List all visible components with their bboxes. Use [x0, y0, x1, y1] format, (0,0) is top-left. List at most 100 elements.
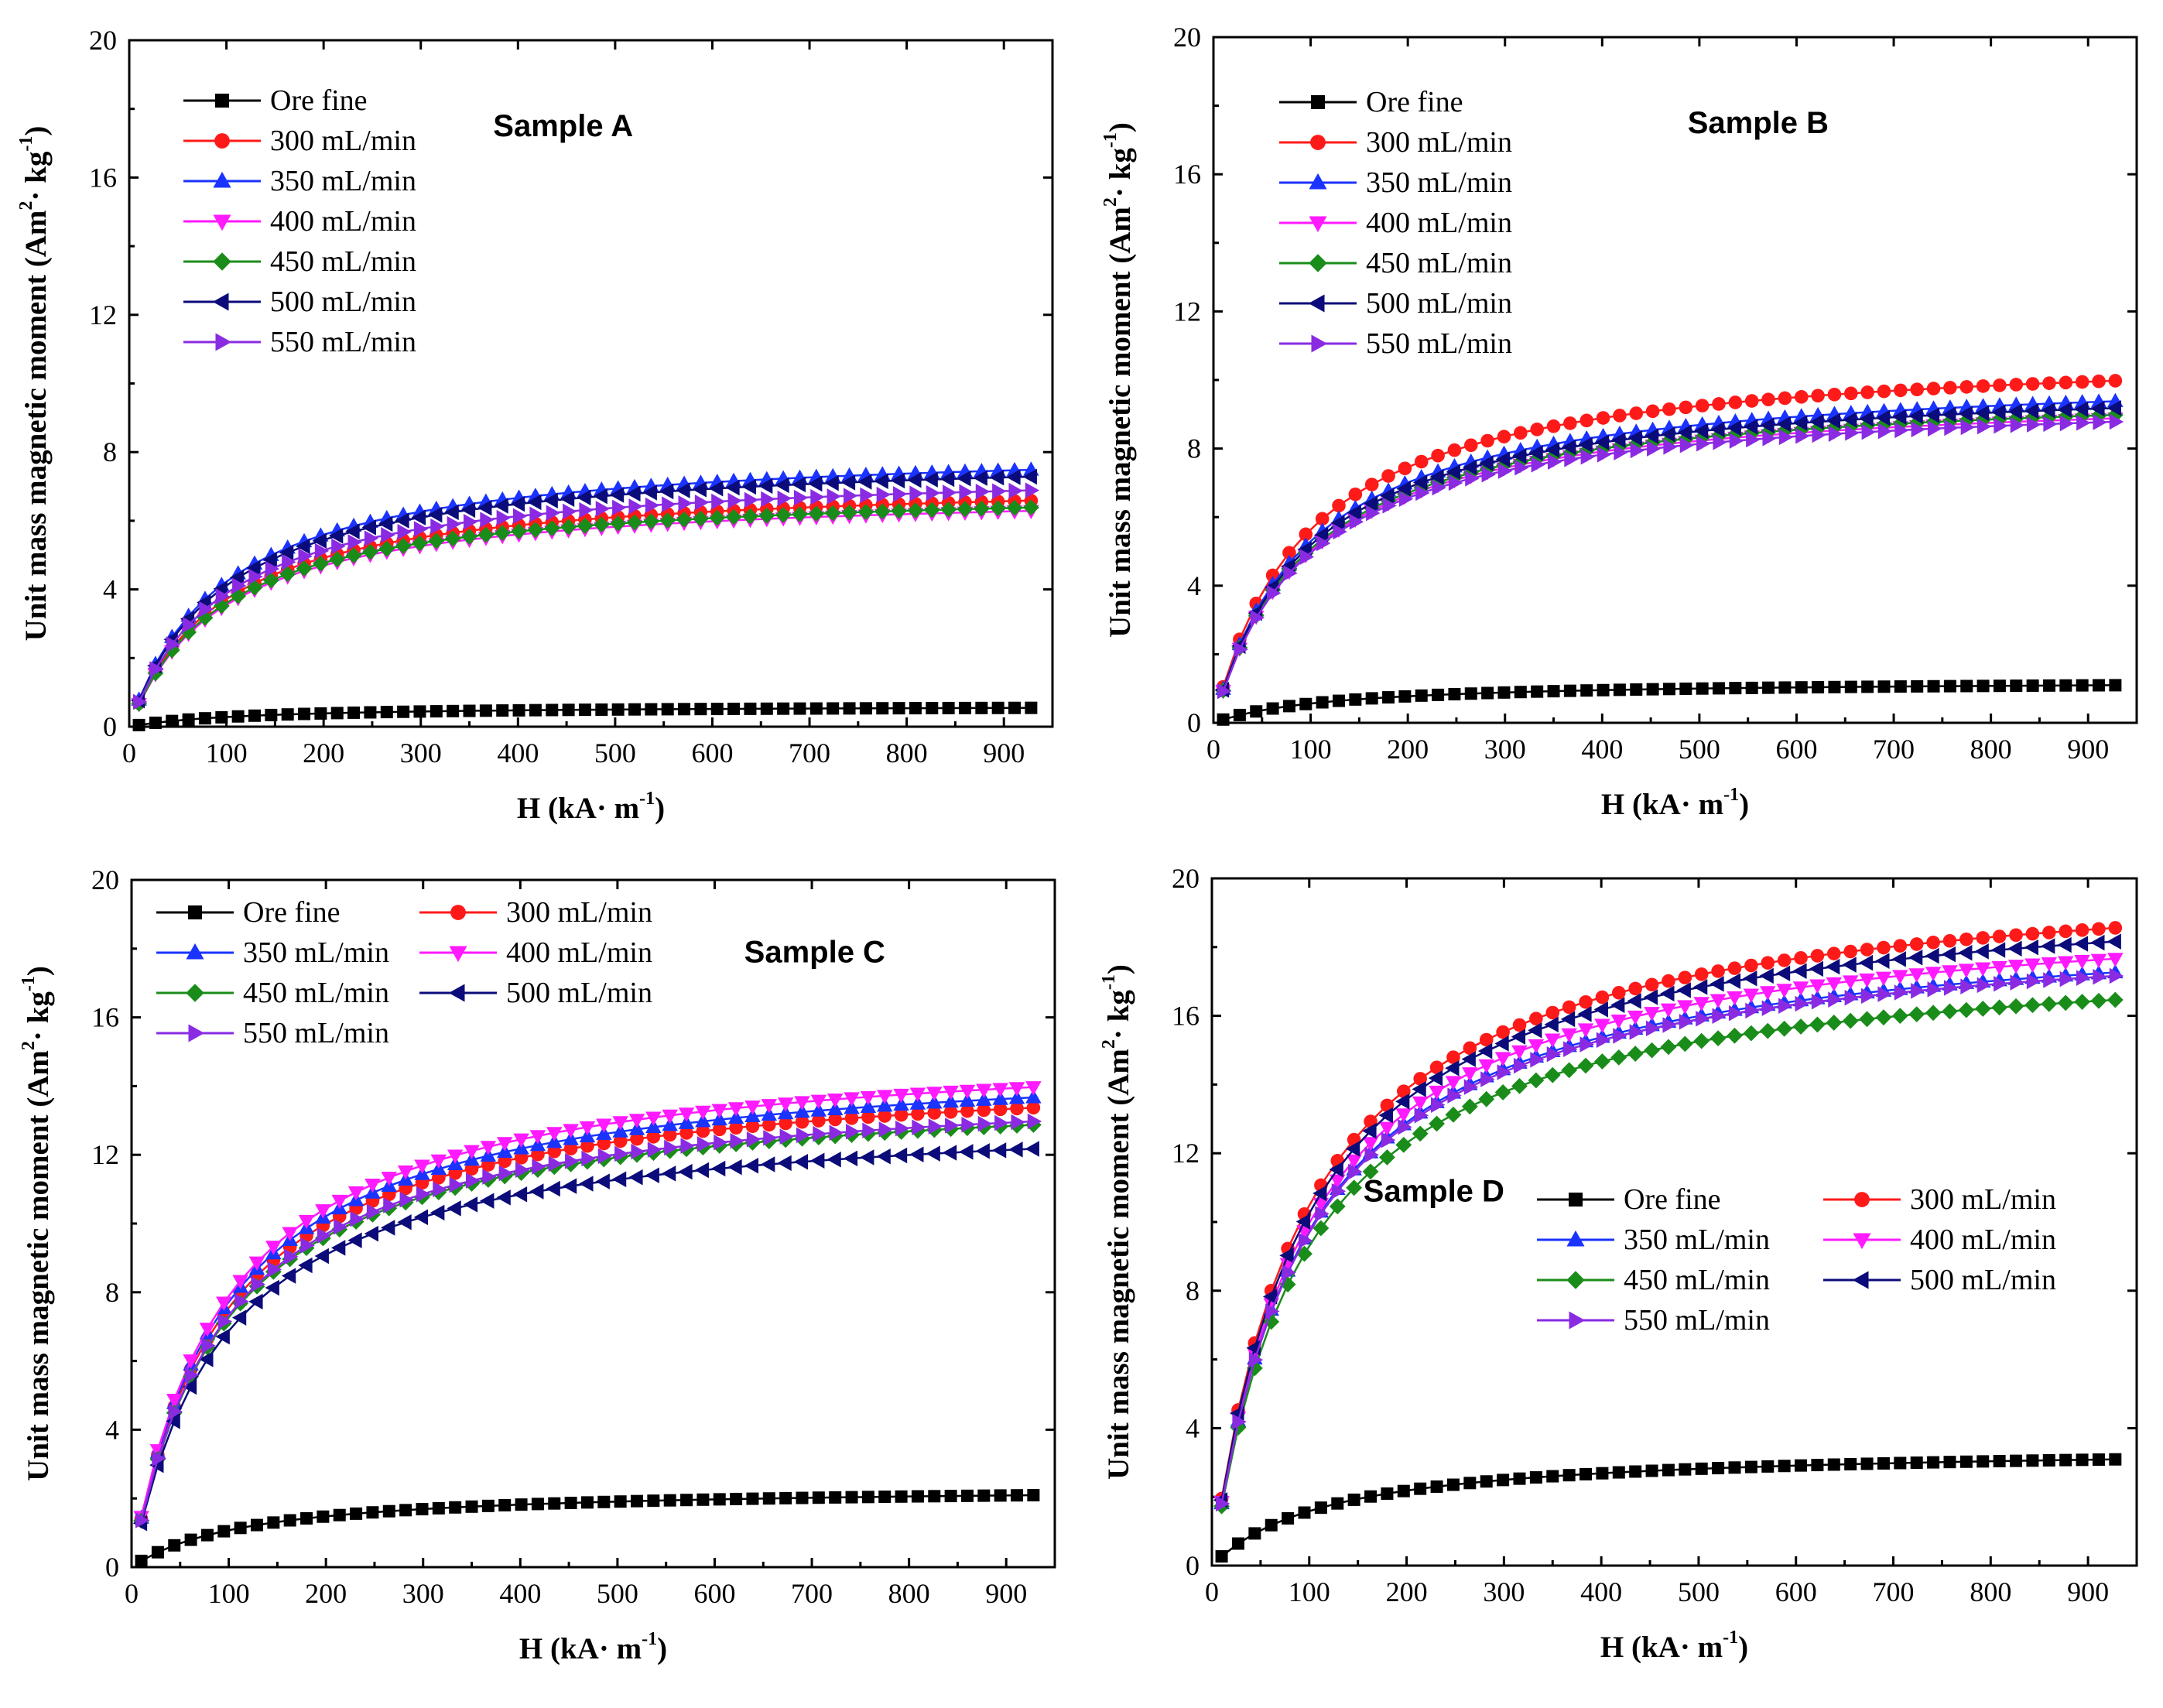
data-point: [777, 1155, 792, 1172]
data-point: [1610, 1049, 1627, 1066]
data-point: [762, 1492, 775, 1505]
data-point: [1744, 958, 1758, 973]
data-point: [1547, 685, 1560, 698]
legend: Ore fine 300 mL/min 350 mL/min 400 mL/min 45…: [156, 896, 652, 1049]
data-point: [314, 707, 327, 720]
data-point: [1531, 685, 1544, 698]
data-point: [744, 1158, 759, 1174]
data-point: [1644, 1042, 1660, 1059]
data-point: [1429, 1115, 1445, 1132]
data-point: [1792, 1018, 1809, 1035]
data-point: [2007, 960, 2024, 974]
data-point: [250, 1518, 263, 1532]
data-point: [529, 1183, 544, 1200]
data-point: [1942, 965, 1958, 980]
data-point: [1349, 513, 1364, 530]
data-point: [1795, 681, 1808, 694]
data-point: [631, 1143, 645, 1160]
data-point: [1759, 967, 1774, 984]
data-point: [480, 1193, 495, 1209]
data-point: [678, 1107, 695, 1122]
data-point: [199, 1351, 214, 1367]
data-point: [149, 661, 164, 677]
series-line: [1222, 413, 2116, 691]
data-point: [1777, 953, 1792, 967]
data-point: [1911, 983, 1925, 999]
series-500-ml-min: [1213, 933, 2121, 1508]
data-point: [1494, 1035, 1509, 1052]
data-point: [597, 1148, 613, 1165]
data-point: [231, 1309, 247, 1326]
data-point: [1528, 1022, 1542, 1039]
data-point: [612, 1116, 628, 1131]
data-point: [578, 703, 591, 717]
data-point: [827, 1100, 844, 1116]
data-point: [265, 708, 278, 721]
data-point: [808, 505, 825, 522]
data-point: [993, 1102, 1008, 1117]
data-point: [711, 1104, 728, 1118]
data-point: [2041, 957, 2058, 972]
data-point: [546, 1180, 560, 1197]
legend-marker: [212, 293, 229, 311]
legend-label: 550 mL/min: [270, 326, 416, 358]
data-point: [860, 1098, 877, 1113]
data-point: [909, 485, 924, 502]
data-point: [430, 518, 445, 535]
data-point: [678, 1114, 695, 1129]
data-point: [262, 572, 279, 589]
data-point: [2108, 374, 2123, 388]
data-point: [1794, 951, 1808, 965]
data-point: [1711, 964, 1725, 978]
data-point: [135, 1512, 150, 1528]
x-tick-label: 300: [402, 1578, 444, 1609]
data-point: [696, 1136, 712, 1152]
data-point: [695, 1113, 711, 1128]
data-point: [812, 1114, 826, 1128]
data-point: [1877, 680, 1891, 693]
legend-marker: [449, 946, 467, 963]
data-point: [676, 511, 693, 528]
data-point: [943, 1085, 959, 1100]
data-point: [746, 1131, 761, 1148]
series-400-ml-min: [133, 1081, 1042, 1525]
y-tick-label: 0: [103, 711, 117, 742]
data-point: [745, 1119, 760, 1134]
data-point: [729, 1121, 743, 1135]
y-tick-label: 12: [89, 299, 117, 330]
data-point: [248, 1256, 265, 1272]
data-point: [1430, 1480, 1443, 1493]
data-point: [1677, 424, 1692, 441]
data-point: [1395, 1136, 1412, 1153]
legend-label: Ore fine: [1624, 1183, 1721, 1216]
data-point: [712, 1122, 727, 1137]
data-point: [593, 488, 607, 505]
data-point: [494, 498, 508, 514]
data-point: [2059, 679, 2072, 692]
x-tick-label: 800: [888, 1578, 930, 1609]
data-point: [1446, 1050, 1460, 1064]
data-point: [1644, 428, 1659, 444]
data-point: [1663, 439, 1678, 455]
data-point: [876, 702, 889, 715]
data-point: [1395, 1094, 1410, 1110]
data-point: [596, 1118, 612, 1133]
data-point: [1545, 442, 1560, 458]
data-point: [711, 493, 726, 510]
data-point: [1429, 469, 1444, 485]
data-point: [1679, 1463, 1692, 1476]
data-point: [465, 1172, 481, 1189]
data-point: [1644, 1007, 1660, 1022]
data-point: [298, 1257, 313, 1274]
data-point: [1809, 413, 1824, 430]
data-point: [1497, 686, 1511, 699]
data-point: [399, 1191, 414, 1208]
data-point: [1364, 477, 1379, 491]
data-point: [680, 1494, 693, 1507]
data-point: [2059, 375, 2073, 390]
data-point: [597, 1495, 611, 1508]
data-point: [926, 1087, 943, 1101]
series-550-ml-min: [135, 1113, 1042, 1528]
data-point: [529, 506, 544, 522]
data-point: [1027, 1113, 1042, 1130]
